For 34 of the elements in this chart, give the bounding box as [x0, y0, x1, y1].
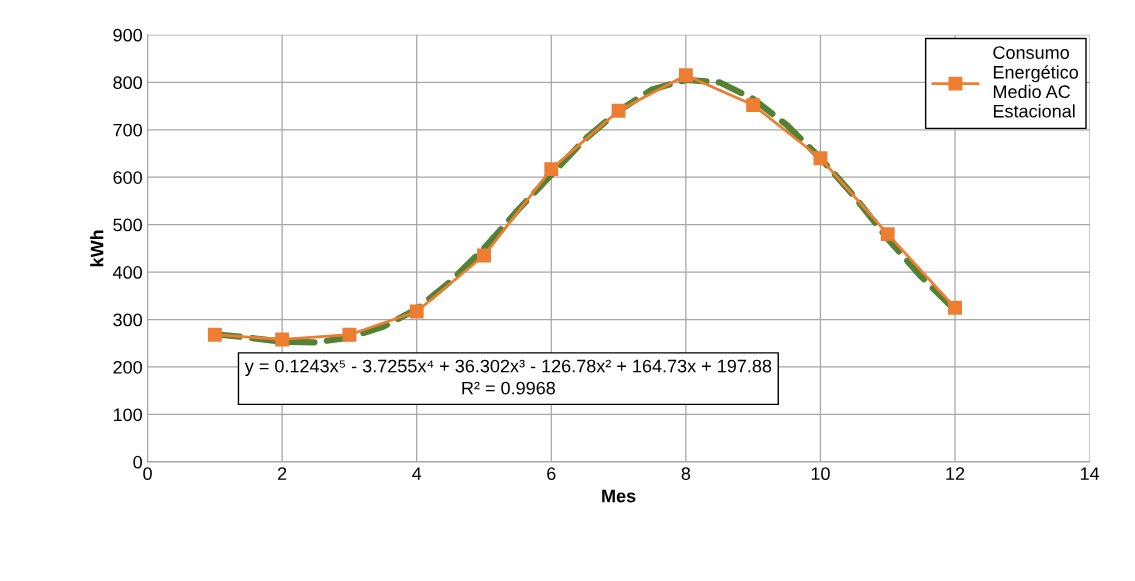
point [409, 304, 424, 319]
legend-label: Consumo Energético Medio AC Estacional [993, 46, 1079, 118]
y-tick-label: 600 [113, 171, 142, 184]
y-axis-title: kWh [90, 230, 104, 267]
point [544, 162, 559, 177]
point [678, 68, 693, 83]
y-tick-label: 200 [113, 360, 142, 374]
y-tick-label: 700 [113, 123, 142, 137]
x-tick-label: 0 [143, 467, 152, 481]
point [880, 227, 895, 242]
point [275, 332, 290, 347]
x-axis-title: Mes [602, 489, 636, 503]
x-tick-label: 4 [412, 467, 422, 480]
point [611, 103, 626, 118]
x-tick-label: 10 [811, 467, 830, 481]
y-tick-label: 300 [113, 313, 142, 327]
point [477, 248, 491, 263]
x-tick-label: 2 [278, 467, 287, 480]
y-tick-label: 800 [113, 76, 142, 90]
x-tick-label: 14 [1080, 467, 1100, 480]
point [342, 327, 357, 342]
y-tick-label: 0 [133, 455, 142, 469]
x-tick-label: 6 [547, 467, 556, 481]
x-tick-label: 12 [946, 467, 965, 480]
point [207, 327, 222, 342]
point [948, 300, 962, 315]
y-tick-label: 400 [112, 266, 142, 279]
y-tick-label: 100 [113, 408, 142, 422]
y-tick-label: 500 [113, 218, 142, 232]
point [813, 151, 828, 166]
point [746, 98, 761, 113]
annotation: y = 0.1243x⁵ - 3.7255x⁴ + 36.302x³ - 126.78x² + 164.73x + 197.88 R² = 0.9968 [244, 359, 772, 395]
x-tick-label: 8 [681, 467, 691, 481]
y-tick-label: 900 [113, 28, 142, 42]
